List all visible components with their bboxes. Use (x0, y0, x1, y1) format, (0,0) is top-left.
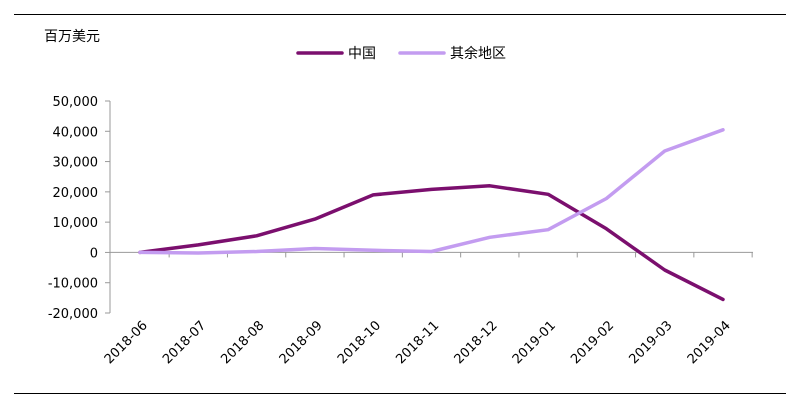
legend-label-1: 中国 (348, 46, 376, 62)
y-tick-label: 40,000 (53, 125, 99, 140)
series-line-1 (138, 184, 725, 302)
unit-label: 百万美元 (44, 29, 100, 45)
y-tick-label: -20,000 (48, 307, 98, 322)
axes: 50,000 40,000 30,000 20,000 10,000 0 -10,000 -2… (48, 95, 753, 367)
x-tick-label: 2019-02 (568, 318, 617, 367)
y-tick-label: -10,000 (48, 277, 98, 292)
legend: 中国 其余地区 (296, 45, 506, 62)
bottom-rule (14, 393, 786, 394)
legend-label-2: 其余地区 (450, 45, 506, 62)
x-tick-label: 2019-03 (627, 318, 676, 367)
x-tick-label: 2018-08 (218, 318, 267, 367)
y-tick-label: 10,000 (53, 216, 99, 231)
x-tick-label: 2018-09 (277, 318, 326, 367)
x-tick-label: 2018-06 (102, 318, 151, 367)
y-tick-label: 0 (90, 246, 98, 261)
x-tick-label: 2018-12 (452, 318, 501, 367)
y-tick-label: 20,000 (53, 186, 99, 201)
series-line-2 (138, 128, 725, 255)
y-tick-label: 30,000 (53, 156, 99, 171)
x-tick-label: 2018-11 (393, 318, 442, 367)
top-rule (14, 14, 786, 15)
x-tick-label: 2019-01 (510, 318, 559, 367)
x-tick-label: 2018-10 (335, 318, 384, 367)
x-tick-label: 2018-07 (160, 318, 209, 367)
series-lines (138, 128, 725, 302)
y-tick-label: 50,000 (53, 95, 99, 110)
x-tick-label: 2019-04 (685, 318, 734, 367)
